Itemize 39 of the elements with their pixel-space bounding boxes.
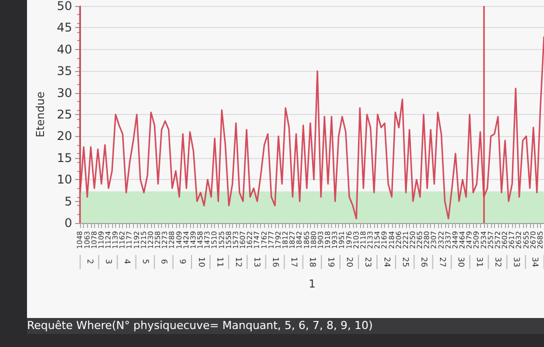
y-axis-title: Etendue xyxy=(34,91,47,138)
y-tick-label: 25 xyxy=(56,108,72,122)
text: 33 xyxy=(511,256,522,268)
text: 10 xyxy=(196,256,206,268)
text: 26 xyxy=(418,256,428,268)
text: 32 xyxy=(492,256,503,268)
text: 34 xyxy=(530,256,540,268)
text: 17 xyxy=(288,256,299,268)
text: 5 xyxy=(140,259,150,265)
y-tick-label: 50 xyxy=(56,0,72,13)
text: 30 xyxy=(456,256,466,268)
text: 11 xyxy=(214,256,224,268)
text: 13 xyxy=(251,256,262,268)
y-tick-label: 15 xyxy=(56,150,72,165)
text: 12 xyxy=(232,256,243,268)
text: 20 xyxy=(344,256,354,268)
text: 31 xyxy=(474,256,484,268)
text: 2 xyxy=(84,259,94,265)
text: Requête Where(N° physiquecuve= Manquant, 5, 6, 7, 8, 9, 10) xyxy=(27,319,373,332)
y-tick-label: 45 xyxy=(56,20,72,35)
text: 23 xyxy=(362,256,373,268)
y-tick-label: 40 xyxy=(56,42,72,56)
y-tick-label: 20 xyxy=(56,129,72,144)
text: 3 xyxy=(102,259,113,265)
text: 27 xyxy=(436,256,447,268)
text: 6 xyxy=(158,259,169,265)
y-tick-label: 30 xyxy=(56,86,72,100)
text: 19 xyxy=(326,256,336,268)
text: 18 xyxy=(307,256,318,268)
text: 24 xyxy=(381,256,392,268)
y-tick-label: 5 xyxy=(64,194,72,208)
text: 1 xyxy=(308,278,316,290)
text: 16 xyxy=(270,256,280,268)
text: 4 xyxy=(122,259,132,265)
text: 9 xyxy=(177,259,188,265)
text: 25 xyxy=(400,256,410,268)
y-tick-label: 0 xyxy=(64,216,72,230)
y-tick-label: 35 xyxy=(56,64,72,78)
y-tick-label: 10 xyxy=(56,172,72,187)
